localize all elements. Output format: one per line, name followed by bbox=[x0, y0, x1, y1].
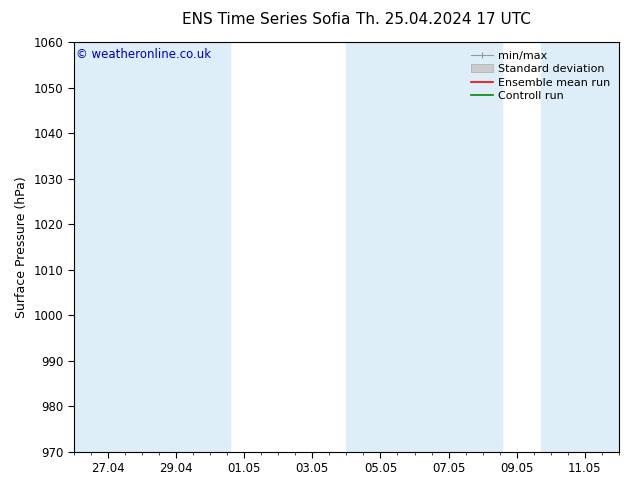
Bar bbox=[74, 42, 152, 452]
Text: Th. 25.04.2024 17 UTC: Th. 25.04.2024 17 UTC bbox=[356, 12, 531, 27]
Bar bbox=[152, 42, 230, 452]
Y-axis label: Surface Pressure (hPa): Surface Pressure (hPa) bbox=[15, 176, 28, 318]
Legend: min/max, Standard deviation, Ensemble mean run, Controll run: min/max, Standard deviation, Ensemble me… bbox=[468, 48, 614, 104]
Text: © weatheronline.co.uk: © weatheronline.co.uk bbox=[77, 48, 212, 61]
Bar bbox=[346, 42, 424, 452]
Text: ENS Time Series Sofia: ENS Time Series Sofia bbox=[182, 12, 351, 27]
Bar bbox=[541, 42, 619, 452]
Bar bbox=[424, 42, 502, 452]
